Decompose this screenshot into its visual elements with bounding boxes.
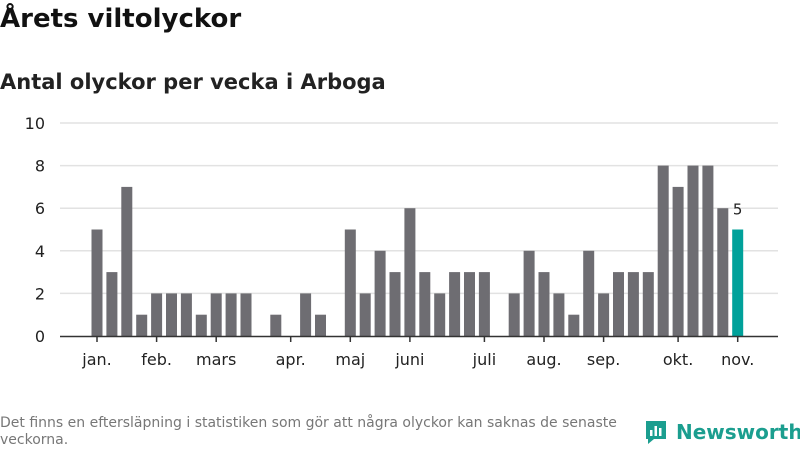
bar-chart: 0 2 4 6 8 10 5 jan. feb. mars apr. maj juni juli aug. s… <box>25 114 778 369</box>
bar <box>583 250 595 336</box>
x-tick-label: jan. <box>81 350 111 369</box>
logo-text: Newsworthy <box>676 420 800 444</box>
bar <box>404 208 416 336</box>
bar <box>195 314 207 336</box>
x-tick-label: juni <box>394 350 424 369</box>
x-tick-label: juli <box>472 350 496 369</box>
bar <box>151 293 163 336</box>
bar <box>657 165 669 336</box>
bar <box>568 314 580 336</box>
bar <box>702 165 714 336</box>
footnote: Det finns en eftersläpning i statistiken… <box>0 415 617 448</box>
bar <box>478 272 490 336</box>
y-tick-label: 0 <box>35 327 45 346</box>
y-tick-label: 6 <box>35 199 45 218</box>
bar <box>225 293 237 336</box>
bar <box>464 272 475 336</box>
bar <box>300 293 312 336</box>
bar <box>419 272 431 336</box>
bar <box>240 293 252 336</box>
bar <box>389 272 401 336</box>
bar <box>598 293 610 336</box>
bar <box>344 229 356 336</box>
x-tick-label: apr. <box>276 350 306 369</box>
y-tick-label: 4 <box>35 242 45 261</box>
x-tick-label: maj <box>335 350 365 369</box>
bar <box>642 272 654 336</box>
bar <box>315 314 326 336</box>
bar <box>627 272 639 336</box>
bar <box>91 229 103 336</box>
bar <box>434 293 446 336</box>
bar <box>717 208 729 336</box>
y-tick-label: 2 <box>35 284 45 303</box>
bar <box>106 272 118 336</box>
bar <box>613 272 624 336</box>
y-tick-label: 10 <box>25 114 45 133</box>
x-tick-label: feb. <box>141 350 172 369</box>
bar <box>374 250 386 336</box>
bar <box>359 293 371 336</box>
bar <box>180 293 192 336</box>
x-tick-label: aug. <box>526 350 561 369</box>
bar <box>672 186 684 336</box>
bar <box>553 293 565 336</box>
chart-subtitle: Antal olyckor per vecka i Arboga <box>0 70 386 94</box>
bar <box>121 186 133 336</box>
newsworthy-logo-icon <box>646 421 666 444</box>
chart-title: Årets viltolyckor <box>0 4 242 34</box>
x-tick-label: okt. <box>663 350 693 369</box>
bar <box>687 165 699 336</box>
bar <box>732 229 744 336</box>
bar <box>270 314 282 336</box>
bar <box>508 293 520 336</box>
x-tick-label: mars <box>196 350 236 369</box>
bar <box>210 293 222 336</box>
newsworthy-logo: Newsworthy <box>644 419 800 445</box>
bar <box>136 314 148 336</box>
bar <box>449 272 461 336</box>
bar <box>523 250 535 336</box>
x-tick-label: nov. <box>721 350 754 369</box>
data-label: 5 <box>733 201 743 219</box>
bar <box>166 293 177 336</box>
y-tick-label: 8 <box>35 157 45 176</box>
bar <box>538 272 550 336</box>
x-tick-label: sep. <box>587 350 620 369</box>
